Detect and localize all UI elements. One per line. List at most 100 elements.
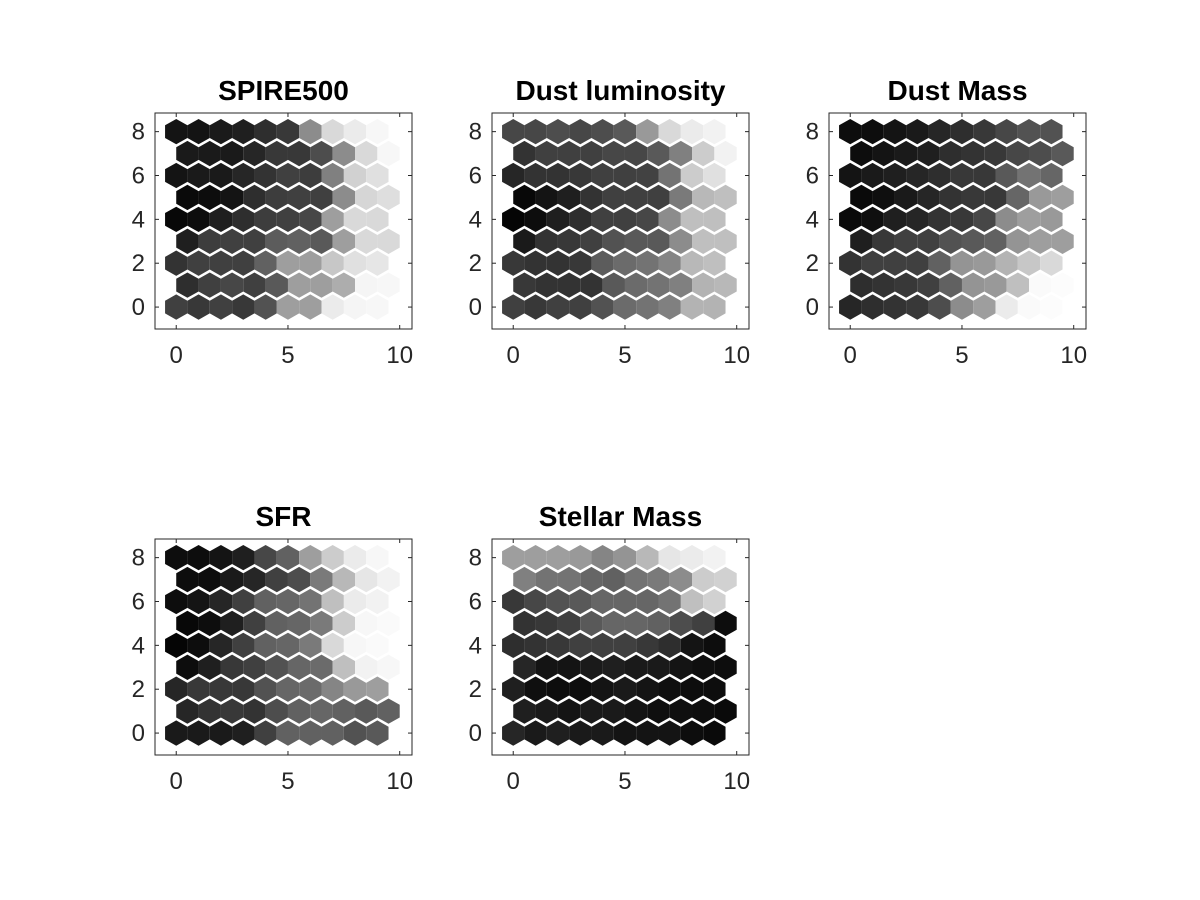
hex-cell	[647, 698, 670, 724]
panel-title: Stellar Mass	[539, 501, 702, 532]
hex-cell	[546, 720, 570, 746]
hex-cell	[232, 632, 255, 659]
hex-cell	[636, 676, 659, 702]
hex-cell	[187, 720, 210, 746]
hex-cell	[850, 272, 873, 298]
hex-cell	[165, 676, 188, 702]
hex-cell	[276, 162, 300, 189]
hex-cell	[984, 140, 1007, 167]
y-tick-label: 8	[806, 119, 819, 146]
hex-cell	[265, 698, 288, 724]
y-tick-label: 4	[806, 206, 819, 233]
hex-cell	[377, 228, 400, 254]
hex-cell	[703, 632, 726, 659]
hex-cell	[624, 698, 648, 724]
hex-cell	[355, 272, 378, 298]
hex-cell	[187, 544, 210, 571]
hex-cell	[321, 676, 344, 702]
hex-cell	[502, 294, 525, 320]
hex-cell	[366, 544, 389, 571]
hex-cell	[366, 162, 389, 189]
hex-cell	[220, 610, 244, 637]
hex-cell	[906, 206, 929, 233]
hex-cell	[254, 250, 277, 276]
hex-cell	[1017, 162, 1041, 189]
hex-cell	[321, 162, 344, 189]
hex-cell	[624, 272, 648, 298]
hex-cell	[580, 698, 603, 724]
y-tick-label: 4	[469, 632, 482, 659]
hex-cell	[839, 118, 862, 145]
hex-cell	[187, 632, 210, 659]
hex-cell	[299, 720, 322, 746]
hex-cell	[680, 118, 704, 145]
hex-cell	[995, 294, 1018, 320]
hex-cell	[984, 184, 1007, 211]
hex-cell	[165, 162, 188, 189]
hex-cell	[343, 294, 367, 320]
hex-cell	[703, 206, 726, 233]
hex-cell	[176, 698, 199, 724]
hex-cell	[872, 184, 895, 211]
y-tick-label: 0	[806, 294, 819, 321]
hex-cell	[569, 250, 592, 276]
hex-cell	[276, 676, 300, 702]
hex-cell	[647, 228, 670, 254]
hex-cell	[299, 206, 322, 233]
hex-cell	[1017, 118, 1041, 145]
hex-cell	[703, 588, 726, 615]
hex-cell	[209, 588, 233, 615]
panel-title: SFR	[256, 501, 312, 532]
y-tick-label: 4	[469, 206, 482, 233]
hex-cell	[513, 698, 536, 724]
hex-cell	[839, 250, 862, 276]
hex-cell	[973, 250, 996, 276]
hex-cell	[176, 654, 199, 680]
x-tick-label: 0	[170, 342, 183, 369]
hex-cell	[165, 544, 188, 571]
hex-cell	[680, 250, 704, 276]
hex-cell	[995, 162, 1018, 189]
hex-cell	[861, 162, 884, 189]
hex-cell	[917, 272, 940, 298]
hex-cell	[591, 720, 614, 746]
hex-cell	[254, 162, 277, 189]
hex-cell	[355, 228, 378, 254]
hex-cell	[647, 566, 670, 593]
hex-cell	[894, 184, 918, 211]
hex-cell	[343, 118, 367, 145]
hex-cell	[591, 206, 614, 233]
hex-cell	[343, 588, 367, 615]
hex-cell	[928, 206, 951, 233]
hex-cell	[950, 162, 974, 189]
hex-cell	[872, 228, 895, 254]
hex-cell	[355, 140, 378, 167]
hex-cell	[839, 294, 862, 320]
hex-cell	[714, 654, 737, 680]
hex-cell	[321, 588, 344, 615]
hex-cell	[187, 118, 210, 145]
hex-cell	[636, 250, 659, 276]
hex-cell	[557, 272, 581, 298]
hex-cell	[220, 654, 244, 680]
y-tick-label: 0	[469, 294, 482, 321]
hex-cell	[939, 272, 962, 298]
hex-cell	[636, 720, 659, 746]
hex-cell	[647, 140, 670, 167]
hex-cell	[906, 250, 929, 276]
hex-cell	[872, 140, 895, 167]
hex-cell	[861, 250, 884, 276]
hex-cell	[254, 206, 277, 233]
hex-cell	[569, 720, 592, 746]
y-tick-label: 8	[469, 545, 482, 572]
hex-cell	[343, 162, 367, 189]
hex-cell	[602, 272, 625, 298]
hex-cell	[232, 206, 255, 233]
hex-cell	[995, 250, 1018, 276]
hex-cell	[321, 294, 344, 320]
hex-cell	[254, 720, 277, 746]
hex-cell	[917, 228, 940, 254]
hex-cell	[939, 140, 962, 167]
hex-cell	[973, 206, 996, 233]
hex-cell	[917, 140, 940, 167]
